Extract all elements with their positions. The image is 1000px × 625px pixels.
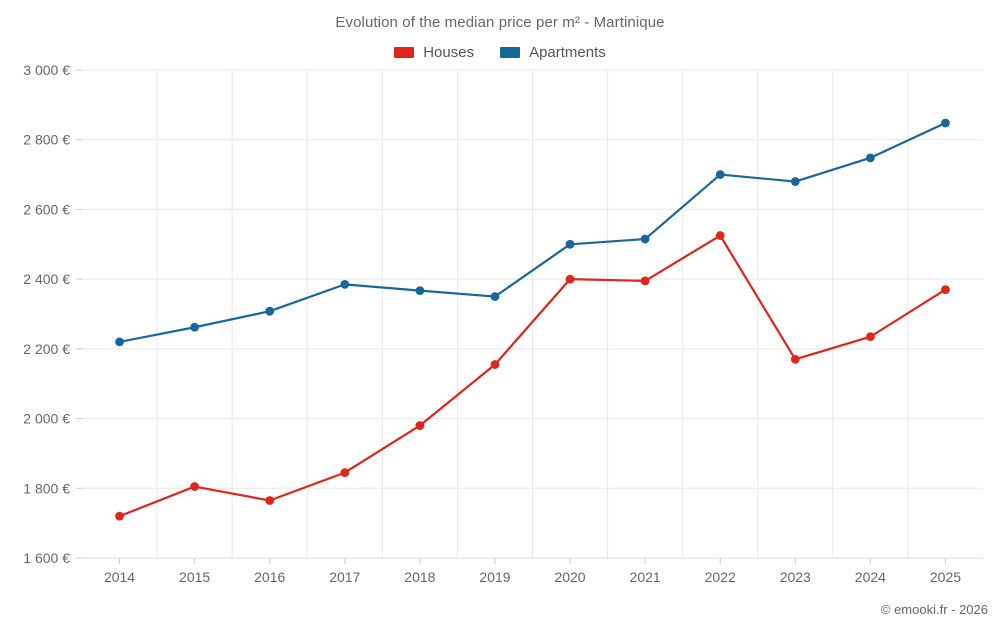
legend-item-apartments[interactable]: Apartments xyxy=(500,45,606,60)
data-point-apartments[interactable] xyxy=(715,170,725,179)
y-axis-tick-label: 3 000 € xyxy=(23,62,70,78)
data-point-apartments[interactable] xyxy=(490,292,500,301)
legend-item-houses[interactable]: Houses xyxy=(394,45,474,60)
x-axis-ticks: 2014 2015 2016 2017 2018 2019 2020 2021 2022 2023… xyxy=(104,558,961,585)
y-axis-tick-label: 2 400 € xyxy=(23,271,70,287)
y-axis-ticks: 1 600 € 1 800 € 2 000 € 2 200 € 2 400 € 2 600… xyxy=(23,62,82,566)
data-point-houses[interactable] xyxy=(190,482,200,491)
legend-label-apartments: Apartments xyxy=(529,44,606,61)
x-axis-tick-label: 2016 xyxy=(254,569,285,585)
data-point-houses[interactable] xyxy=(415,421,425,430)
legend-swatch-apartments xyxy=(500,47,521,58)
data-point-houses[interactable] xyxy=(565,274,575,284)
footer-credit: © emooki.fr - 2026 xyxy=(880,602,988,617)
data-point-houses[interactable] xyxy=(115,511,124,521)
data-point-houses[interactable] xyxy=(865,332,875,342)
chart-title: Evolution of the median price per m² - M… xyxy=(335,14,665,31)
data-point-apartments[interactable] xyxy=(265,306,275,316)
x-axis-tick-label: 2015 xyxy=(179,569,210,585)
series-line-apartments xyxy=(118,121,947,343)
data-point-apartments[interactable] xyxy=(415,286,425,296)
x-axis-tick-label: 2014 xyxy=(104,569,135,585)
data-point-apartments[interactable] xyxy=(565,239,575,249)
data-point-apartments[interactable] xyxy=(340,279,350,289)
x-axis-tick-label: 2020 xyxy=(554,569,585,585)
data-series xyxy=(115,118,950,521)
data-point-houses[interactable] xyxy=(941,285,950,294)
chart-legend: Houses Apartments xyxy=(0,45,1000,60)
data-point-houses[interactable] xyxy=(790,354,800,364)
data-point-houses[interactable] xyxy=(265,496,275,505)
data-point-apartments[interactable] xyxy=(941,118,950,128)
x-axis-tick-label: 2018 xyxy=(404,569,435,585)
legend-swatch-houses xyxy=(394,47,415,58)
x-axis-tick-label: 2024 xyxy=(855,569,886,585)
data-point-apartments[interactable] xyxy=(865,153,875,163)
data-point-houses[interactable] xyxy=(640,276,650,286)
y-axis-tick-label: 1 600 € xyxy=(23,550,70,566)
x-axis-tick-label: 2022 xyxy=(705,569,736,585)
data-point-apartments[interactable] xyxy=(190,322,200,332)
series-line-houses xyxy=(118,234,947,518)
y-axis-tick-label: 2 200 € xyxy=(23,341,70,357)
x-axis-tick-label: 2021 xyxy=(630,569,661,585)
x-axis-tick-label: 2019 xyxy=(479,569,510,585)
x-axis-tick-label: 2025 xyxy=(930,569,961,585)
data-point-apartments[interactable] xyxy=(115,337,124,347)
data-point-apartments[interactable] xyxy=(640,234,650,244)
grid-lines xyxy=(82,69,983,559)
y-axis-tick-label: 2 800 € xyxy=(23,132,70,148)
x-axis-tick-label: 2023 xyxy=(780,569,811,585)
x-axis-tick-label: 2017 xyxy=(329,569,360,585)
legend-label-houses: Houses xyxy=(423,44,475,61)
y-axis-tick-label: 2 000 € xyxy=(23,411,70,427)
y-axis-tick-label: 1 800 € xyxy=(23,480,70,496)
y-axis-tick-label: 2 600 € xyxy=(23,201,70,217)
data-point-houses[interactable] xyxy=(490,360,500,369)
data-point-apartments[interactable] xyxy=(790,177,800,186)
data-point-houses[interactable] xyxy=(715,231,725,240)
data-point-houses[interactable] xyxy=(340,468,350,477)
